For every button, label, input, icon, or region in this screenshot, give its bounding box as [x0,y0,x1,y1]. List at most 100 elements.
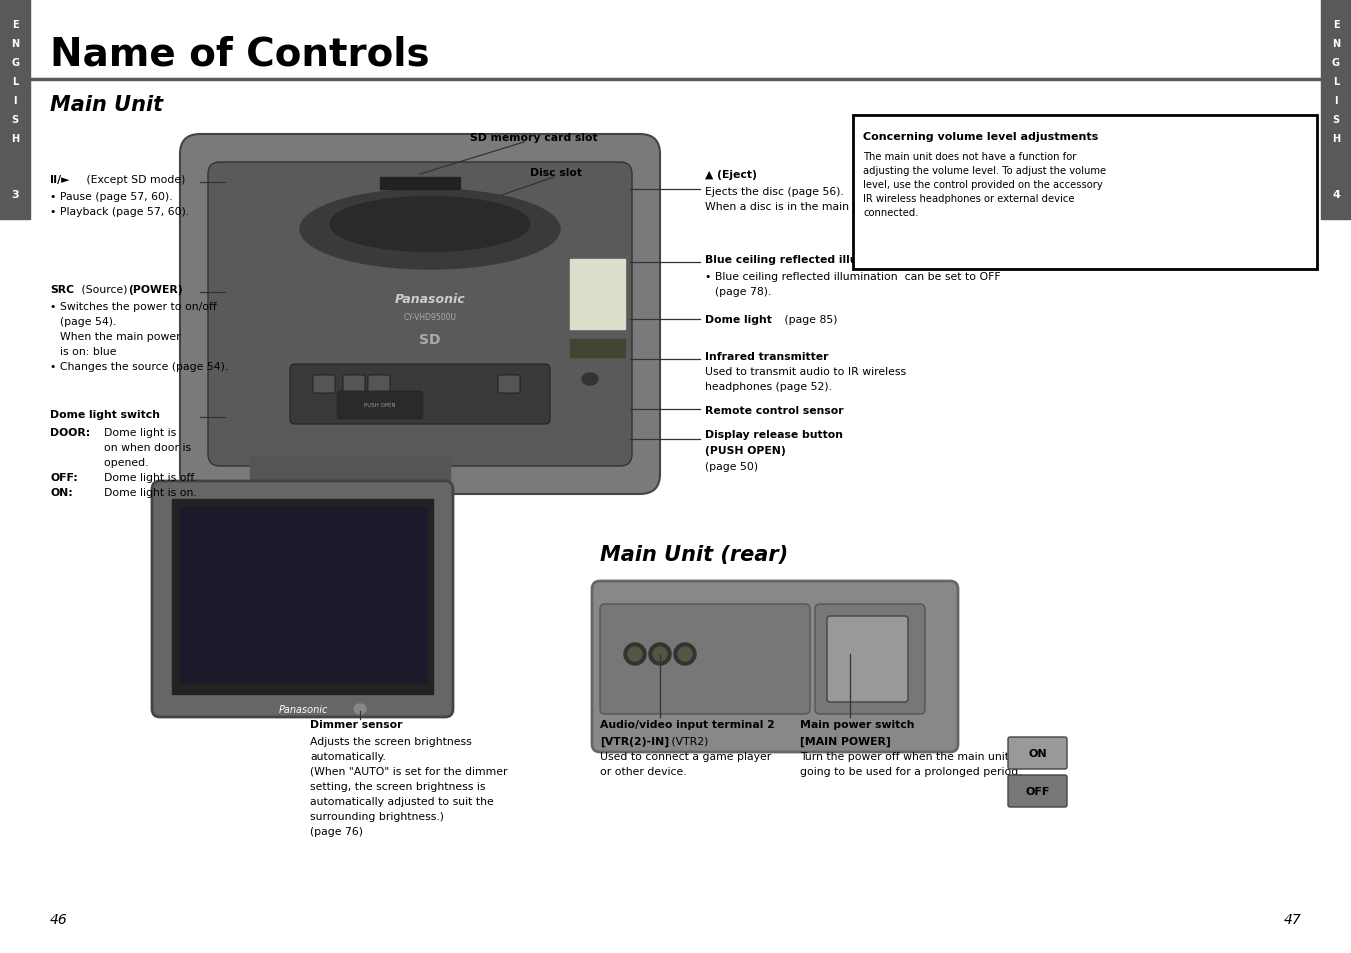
Text: is on: blue: is on: blue [59,347,116,356]
FancyBboxPatch shape [313,375,335,394]
Text: SRC: SRC [50,285,74,294]
Text: • Switches the power to on/off: • Switches the power to on/off [50,302,216,312]
Text: [VTR(2)-IN]: [VTR(2)-IN] [600,737,669,746]
Text: G: G [11,58,19,68]
Text: Dome light is on.: Dome light is on. [97,488,197,497]
Text: Main Unit: Main Unit [50,95,163,115]
Text: or other device.: or other device. [600,766,686,776]
Text: Name of Controls: Name of Controls [50,36,430,74]
Ellipse shape [354,704,366,714]
Text: Panasonic: Panasonic [394,294,465,306]
Text: Display release button: Display release button [705,430,843,439]
Text: G: G [1332,58,1340,68]
Text: Audio/video input terminal 2: Audio/video input terminal 2 [600,720,774,729]
Bar [180,507,426,682]
Text: headphones (page 52).: headphones (page 52). [705,381,832,392]
Ellipse shape [220,145,640,475]
FancyBboxPatch shape [1008,738,1067,769]
Text: ▲ (Eject): ▲ (Eject) [705,170,757,180]
Text: Main power switch: Main power switch [800,720,915,729]
Text: Blue ceiling reflected illumination: Blue ceiling reflected illumination [705,254,912,265]
Text: • Playback (page 57, 60).: • Playback (page 57, 60). [50,207,189,216]
Bar [1321,0,1351,220]
Ellipse shape [628,647,642,661]
Text: automatically adjusted to suit the: automatically adjusted to suit the [309,796,493,806]
FancyBboxPatch shape [343,375,365,394]
Text: going to be used for a prolonged period.: going to be used for a prolonged period. [800,766,1021,776]
FancyBboxPatch shape [592,581,958,752]
Text: Turn the power off when the main unit is not: Turn the power off when the main unit is… [800,751,1043,761]
Text: Panasonic: Panasonic [278,704,328,714]
Text: automatically.: automatically. [309,751,386,761]
Text: When a disc is in the main unit: blue: When a disc is in the main unit: blue [705,202,904,212]
Text: on when door is: on when door is [97,442,190,453]
Text: (POWER): (POWER) [128,285,182,294]
Text: Concerning volume level adjustments: Concerning volume level adjustments [863,132,1098,142]
Text: S: S [1332,115,1340,125]
Bar [570,339,626,357]
FancyBboxPatch shape [336,392,423,419]
Text: • Changes the source (page 54).: • Changes the source (page 54). [50,361,228,372]
Text: When the main power: When the main power [59,332,181,341]
Text: (Source): (Source) [78,285,131,294]
Text: (page 85): (page 85) [781,314,838,325]
Text: (When "AUTO" is set for the dimmer: (When "AUTO" is set for the dimmer [309,766,508,776]
FancyBboxPatch shape [815,604,925,714]
Ellipse shape [678,647,692,661]
Text: (page 78).: (page 78). [715,287,771,296]
Text: • Blue ceiling reflected illumination  can be set to OFF: • Blue ceiling reflected illumination ca… [705,272,1001,282]
Text: Ⅱ/►: Ⅱ/► [50,174,69,185]
Text: Ejects the disc (page 56).: Ejects the disc (page 56). [705,187,844,196]
Ellipse shape [653,647,667,661]
Text: 46: 46 [50,912,68,926]
Text: (VTR2): (VTR2) [667,737,708,746]
Text: • Pause (page 57, 60).: • Pause (page 57, 60). [50,192,173,202]
Text: 4: 4 [1332,190,1340,200]
Text: S: S [11,115,19,125]
Text: ON:: ON: [50,488,73,497]
Ellipse shape [648,643,671,665]
Text: Dimmer sensor: Dimmer sensor [309,720,403,729]
Text: Disc slot: Disc slot [530,168,582,178]
FancyBboxPatch shape [290,365,550,424]
Text: OFF: OFF [1025,786,1050,796]
FancyBboxPatch shape [827,617,908,702]
Text: Dome light switch: Dome light switch [50,410,159,419]
Text: DOOR:: DOOR: [50,428,91,437]
FancyBboxPatch shape [600,604,811,714]
Text: [MAIN POWER]: [MAIN POWER] [800,737,890,746]
Text: I: I [14,96,16,106]
Text: H: H [11,133,19,144]
Ellipse shape [330,197,530,253]
Text: Dome light is off.: Dome light is off. [97,473,197,482]
Text: (PUSH OPEN): (PUSH OPEN) [705,446,786,456]
Text: OFF:: OFF: [50,473,78,482]
FancyBboxPatch shape [208,163,632,467]
FancyBboxPatch shape [499,375,520,394]
Text: L: L [12,77,18,87]
Text: opened.: opened. [97,457,149,468]
Text: H: H [1332,133,1340,144]
Text: Main Unit (rear): Main Unit (rear) [600,544,788,564]
FancyBboxPatch shape [367,375,390,394]
Text: Remote control sensor: Remote control sensor [705,406,843,416]
Text: 3: 3 [11,190,19,200]
Text: PUSH OPEN: PUSH OPEN [365,403,396,408]
Text: SD: SD [419,333,440,347]
Text: (page 76): (page 76) [309,826,363,836]
Text: (page 50): (page 50) [705,461,758,472]
Text: surrounding brightness.): surrounding brightness.) [309,811,444,821]
Text: N: N [11,39,19,49]
Text: 47: 47 [1283,912,1301,926]
Text: setting, the screen brightness is: setting, the screen brightness is [309,781,485,791]
Text: N: N [1332,39,1340,49]
Text: SD memory card slot: SD memory card slot [470,132,597,143]
Bar [172,499,434,695]
Bar [570,260,626,330]
Text: E: E [12,20,19,30]
Bar [250,457,450,493]
Ellipse shape [624,643,646,665]
Text: L: L [1333,77,1339,87]
Ellipse shape [300,190,561,270]
Text: CY-VHD9500U: CY-VHD9500U [404,314,457,322]
